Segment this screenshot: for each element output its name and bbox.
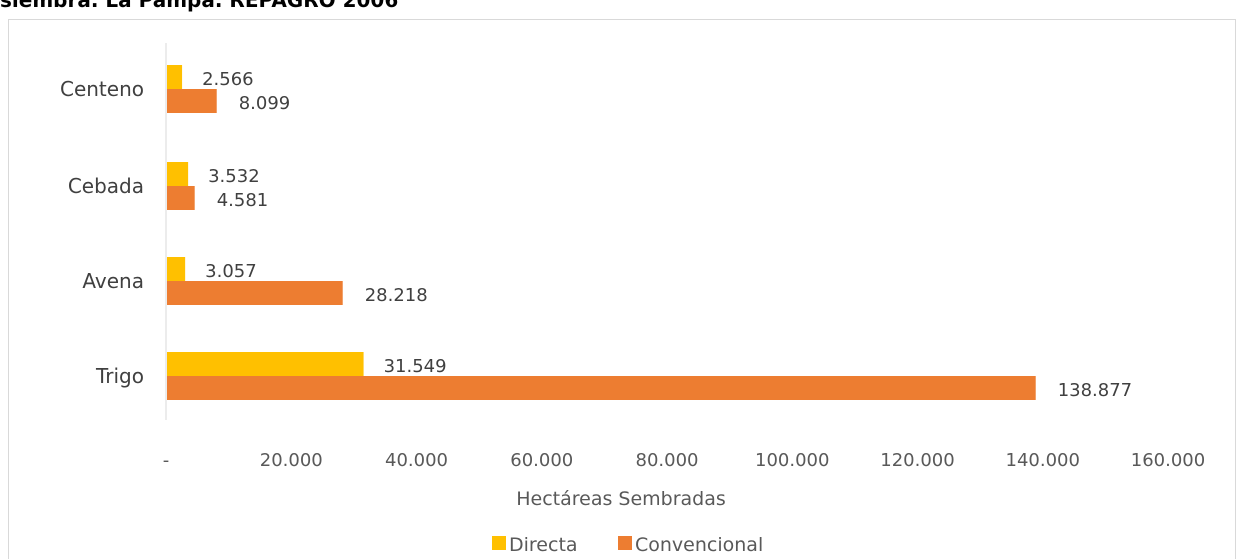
data-label-convencional-cebada: 4.581 — [217, 190, 269, 211]
category-label-centeno: Centeno — [60, 77, 144, 101]
x-tick-label: 20.000 — [260, 450, 323, 471]
data-label-convencional-centeno: 8.099 — [239, 93, 291, 114]
x-tick-label: 160.000 — [1131, 450, 1205, 471]
x-tick-label: 40.000 — [385, 450, 448, 471]
x-tick-label: 60.000 — [510, 450, 573, 471]
legend-swatch-convencional — [618, 536, 632, 550]
legend: Directa Convencional — [492, 534, 763, 556]
category-label-avena: Avena — [82, 269, 144, 293]
chart-frame — [8, 19, 1236, 559]
x-tick-label: 140.000 — [1006, 450, 1080, 471]
x-tick-label: 100.000 — [755, 450, 829, 471]
bar-directa-centeno — [167, 65, 183, 89]
legend-label-convencional: Convencional — [635, 534, 763, 556]
legend-label-directa: Directa — [509, 534, 578, 556]
data-label-directa-trigo: 31.549 — [384, 356, 447, 377]
data-label-convencional-avena: 28.218 — [365, 285, 428, 306]
x-tick-label: 80.000 — [636, 450, 699, 471]
bar-directa-avena — [167, 257, 186, 281]
bar-convencional-cebada — [167, 186, 195, 210]
data-label-directa-avena: 3.057 — [205, 261, 257, 282]
bar-directa-trigo — [167, 352, 364, 376]
data-label-convencional-trigo: 138.877 — [1058, 380, 1132, 401]
data-label-directa-centeno: 2.566 — [202, 69, 254, 90]
legend-swatch-directa — [492, 536, 506, 550]
data-label-directa-cebada: 3.532 — [208, 166, 260, 187]
x-axis-title: Hectáreas Sembradas — [516, 488, 726, 510]
bar-convencional-centeno — [167, 89, 217, 113]
bar-convencional-avena — [167, 281, 343, 305]
category-label-cebada: Cebada — [68, 174, 144, 198]
x-tick-label: - — [163, 450, 170, 471]
x-tick-label: 120.000 — [880, 450, 954, 471]
bar-directa-cebada — [167, 162, 189, 186]
chart-title: siembra. La Pampa. REPAGRO 2006 — [0, 0, 399, 12]
category-label-trigo: Trigo — [95, 364, 144, 388]
bar-convencional-trigo — [167, 376, 1036, 400]
